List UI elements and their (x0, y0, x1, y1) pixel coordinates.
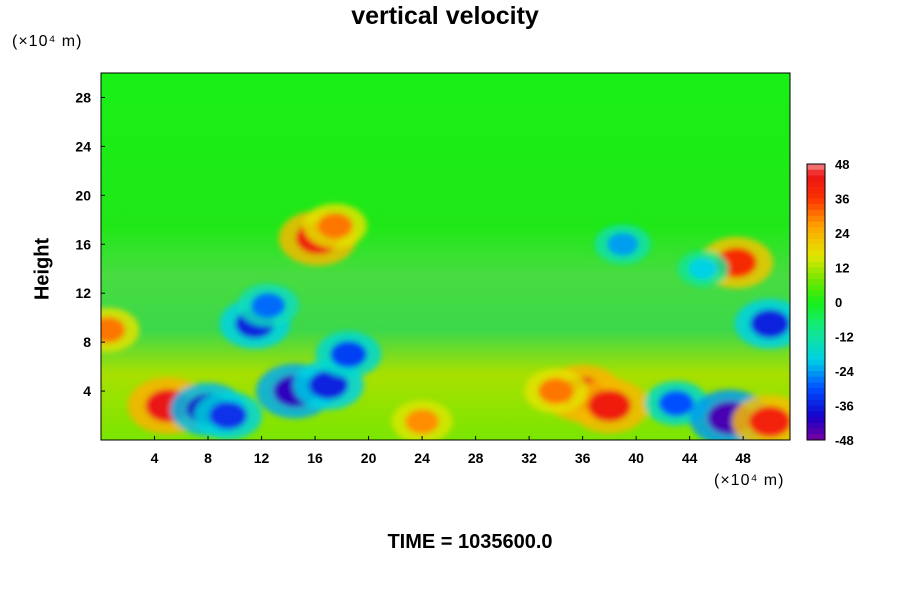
colorbar-swatch (807, 422, 825, 429)
colorbar-swatch (807, 319, 825, 326)
y-tick-label: 12 (75, 285, 91, 301)
velocity-feature (748, 406, 790, 438)
colorbar-swatch (807, 204, 825, 211)
y-tick-label: 28 (75, 89, 91, 105)
chart-title: vertical velocity (351, 2, 539, 30)
plot-background (101, 73, 790, 440)
x-tick-label: 12 (254, 450, 270, 466)
colorbar-swatch (807, 336, 825, 343)
colorbar-swatch (807, 215, 825, 222)
colorbar-tick-label: 24 (835, 226, 850, 241)
colorbar-tick-label: -48 (835, 433, 854, 448)
colorbar-swatch (807, 359, 825, 366)
colorbar-swatch (807, 428, 825, 435)
velocity-feature (330, 340, 367, 368)
colorbar-swatch (807, 169, 825, 176)
colorbar-swatch (807, 325, 825, 332)
colorbar-tick-label: -12 (835, 330, 854, 345)
colorbar-swatch (807, 302, 825, 309)
colorbar-swatch (807, 417, 825, 424)
velocity-feature (101, 316, 126, 343)
x-tick-label: 44 (682, 450, 698, 466)
x-tick-label: 20 (361, 450, 377, 466)
colorbar-swatch (807, 296, 825, 303)
colorbar-tick-label: 48 (835, 157, 849, 172)
colorbar-swatch (807, 244, 825, 251)
colorbar-swatch (807, 261, 825, 268)
colorbar-swatch (807, 434, 825, 441)
colorbar-swatch (807, 394, 825, 401)
velocity-feature (587, 389, 632, 422)
colorbar-swatch (807, 411, 825, 418)
x-tick-label: 48 (735, 450, 751, 466)
colorbar-swatch (807, 238, 825, 245)
velocity-feature (308, 370, 349, 400)
colorbar-swatch (807, 376, 825, 383)
y-tick-label: 16 (75, 236, 91, 252)
colorbar-swatch (807, 290, 825, 297)
colorbar-frame (806, 163, 826, 441)
colorbar-swatch (807, 267, 825, 274)
colorbar-swatch (807, 405, 825, 412)
colorbar-tick-label: 12 (835, 261, 849, 276)
velocity-feature (538, 378, 574, 404)
x-axis-unit: (×10⁴ m) (714, 472, 785, 489)
colorbar-tick-label: 0 (835, 295, 842, 310)
colorbar-tick-label: -24 (835, 364, 855, 379)
colorbar-swatch (807, 181, 825, 188)
y-axis-unit: (×10⁴ m) (12, 33, 83, 50)
colorbar-swatch (807, 198, 825, 205)
colorbar-swatch (807, 256, 825, 263)
colorbar-swatch (807, 227, 825, 234)
colorbar-tick-label: 36 (835, 192, 849, 207)
x-tick-label: 8 (204, 450, 212, 466)
colorbar-swatch (807, 365, 825, 372)
colorbar-swatch (807, 192, 825, 199)
colorbar-swatch (807, 348, 825, 355)
colorbar-swatch (807, 164, 825, 171)
x-tick-label: 16 (307, 450, 323, 466)
velocity-feature (750, 309, 790, 339)
colorbar-swatch (807, 221, 825, 228)
x-tick-label: 40 (628, 450, 644, 466)
y-tick-label: 4 (83, 383, 91, 399)
colorbar-swatch (807, 233, 825, 240)
velocity-feature (317, 212, 353, 239)
colorbar-swatch (807, 330, 825, 337)
colorbar-swatch (807, 371, 825, 378)
colorbar-tick-label: -36 (835, 399, 854, 414)
y-tick-label: 24 (75, 138, 91, 154)
velocity-feature (209, 401, 248, 430)
x-tick-label: 24 (414, 450, 430, 466)
x-tick-label: 32 (521, 450, 537, 466)
colorbar-swatch (807, 382, 825, 389)
x-tick-label: 28 (468, 450, 484, 466)
colorbar-swatch (807, 279, 825, 286)
x-tick-label: 4 (151, 450, 159, 466)
colorbar-swatch (807, 284, 825, 291)
velocity-feature (658, 390, 694, 417)
plot-frame (100, 72, 791, 441)
colorbar-swatch (807, 187, 825, 194)
x-tick-label: 36 (575, 450, 591, 466)
colorbar-swatch (807, 273, 825, 280)
y-tick-label: 20 (75, 187, 91, 203)
velocity-feature (688, 258, 718, 280)
colorbar-swatch (807, 353, 825, 360)
velocity-feature (607, 232, 639, 256)
colorbar-swatch (807, 210, 825, 217)
colorbar-swatch (807, 313, 825, 320)
time-label: TIME = 1035600.0 (387, 531, 553, 553)
colorbar-swatch (807, 342, 825, 349)
colorbar-swatch (807, 399, 825, 406)
colorbar-swatch (807, 307, 825, 314)
colorbar-swatch (807, 175, 825, 182)
velocity-feature (405, 409, 440, 435)
colorbar-swatch (807, 388, 825, 395)
velocity-feature (251, 293, 286, 318)
y-tick-label: 8 (83, 334, 91, 350)
colorbar-swatch (807, 250, 825, 257)
